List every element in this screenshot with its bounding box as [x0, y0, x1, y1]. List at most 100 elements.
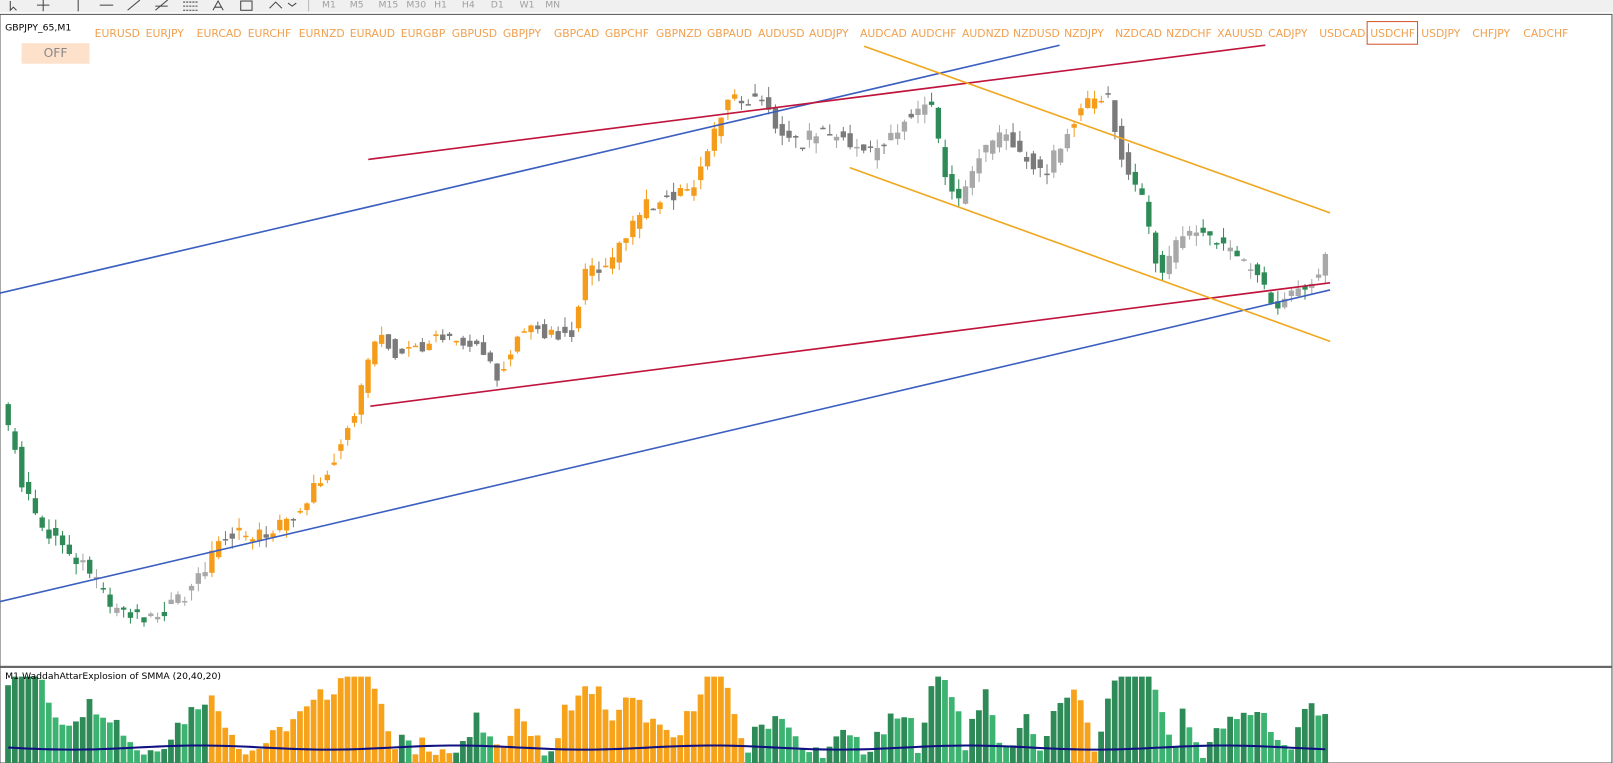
symbol-button[interactable]: AUDCHF — [911, 27, 956, 40]
histogram-bar — [724, 687, 731, 763]
histogram-bar — [677, 735, 684, 763]
symbol-button[interactable]: CHFJPY — [1472, 27, 1510, 40]
cursor-icon[interactable] — [9, 1, 17, 12]
histogram-bar — [378, 703, 385, 763]
histogram-bar — [575, 695, 582, 763]
symbol-button[interactable]: EURUSD — [95, 27, 140, 40]
candle-body — [1315, 274, 1322, 278]
histogram-bar — [364, 676, 371, 763]
histogram-bar — [493, 744, 500, 763]
candle-body — [270, 533, 276, 538]
symbol-button[interactable]: EURAUD — [350, 27, 395, 40]
candle-body — [419, 342, 426, 352]
timeframe-button[interactable]: H4 — [462, 0, 475, 11]
symbol-button[interactable]: XAUUSD — [1217, 27, 1263, 40]
symbol-button[interactable]: NZDJPY — [1064, 27, 1104, 40]
symbol-button[interactable]: EURJPY — [146, 27, 185, 40]
symbol-button[interactable]: GBPJPY — [503, 27, 542, 40]
symbol-button[interactable]: AUDUSD — [758, 27, 805, 40]
histogram-bar — [656, 724, 663, 763]
candle-body — [426, 343, 432, 351]
symbol-button[interactable]: EURCHF — [248, 27, 292, 40]
candle-body — [100, 588, 106, 590]
histogram-bar — [996, 742, 1003, 763]
histogram-bar — [1050, 711, 1057, 763]
timeframe-button[interactable]: M30 — [406, 0, 426, 11]
symbol-button[interactable]: GBPNZD — [656, 27, 702, 40]
active-symbol-frame — [1366, 21, 1419, 45]
symbol-button[interactable]: CADCHF — [1523, 27, 1568, 40]
histogram-bar — [1261, 712, 1267, 763]
arrows-icon[interactable] — [269, 1, 297, 9]
candle-body — [1078, 108, 1084, 116]
symbol-button[interactable]: AUDNZD — [962, 27, 1009, 40]
symbol-button[interactable]: NZDCHF — [1166, 27, 1212, 40]
histogram-bar — [589, 694, 595, 763]
candle-body — [1119, 125, 1125, 160]
symbol-button[interactable]: EURNZD — [299, 27, 345, 40]
histogram-bar — [684, 711, 690, 763]
symbol-button[interactable]: GBPUSD — [452, 27, 497, 40]
off-button[interactable] — [21, 43, 90, 64]
candle-body — [949, 174, 955, 192]
symbol-button[interactable]: CADJPY — [1268, 27, 1308, 40]
histogram-bar — [928, 686, 935, 763]
histogram-bar — [263, 743, 269, 763]
symbol-button[interactable]: AUDCAD — [860, 27, 907, 40]
candle-body — [19, 446, 25, 488]
symbol-button[interactable]: NZDUSD — [1013, 27, 1060, 40]
timeframe-button[interactable]: MN — [545, 0, 560, 11]
candle-body — [928, 101, 935, 105]
label-icon[interactable] — [240, 0, 253, 11]
histogram-bar — [772, 716, 779, 763]
timeframe-button[interactable]: M15 — [379, 0, 399, 11]
candle-body — [73, 557, 79, 565]
candle-body — [935, 107, 942, 139]
candle-body — [501, 369, 507, 371]
timeframe-button[interactable]: D1 — [491, 0, 504, 11]
symbol-button[interactable]: EURGBP — [401, 27, 446, 40]
histogram-bar — [541, 755, 548, 763]
timeframe-button[interactable]: M1 — [322, 0, 336, 11]
candle-body — [1023, 157, 1030, 162]
symbol-button[interactable]: USDCAD — [1319, 27, 1365, 40]
channel-icon[interactable] — [183, 1, 198, 11]
histogram-bar — [412, 754, 419, 763]
trendline-icon[interactable] — [127, 0, 141, 11]
candle-body — [1281, 298, 1288, 308]
histogram-bar — [1200, 757, 1206, 763]
candle-body — [1105, 93, 1111, 95]
symbol-button[interactable]: USDJPY — [1421, 27, 1460, 40]
symbol-button[interactable]: EURCAD — [197, 27, 242, 40]
histogram-bar — [527, 736, 534, 763]
histogram-bar — [269, 730, 276, 763]
histogram-bar — [317, 689, 324, 763]
candle-body — [467, 340, 473, 347]
symbol-button[interactable]: GBPCAD — [554, 27, 599, 40]
timeframe-button[interactable]: W1 — [519, 0, 534, 11]
fibo-icon[interactable] — [155, 0, 169, 11]
candle-body — [304, 503, 310, 510]
candle-body — [46, 529, 52, 539]
histogram-bar — [1098, 731, 1104, 763]
timeframe-button[interactable]: M5 — [350, 0, 364, 11]
crosshair-icon[interactable] — [37, 0, 50, 12]
candle-body — [874, 147, 880, 161]
timeframe-button[interactable]: H1 — [434, 0, 447, 11]
histogram-bar — [426, 751, 432, 763]
symbol-button[interactable]: USDCHF — [1370, 27, 1415, 40]
histogram-bar — [59, 724, 66, 763]
text-icon[interactable] — [212, 0, 224, 11]
candle-body — [677, 188, 684, 196]
candle-body — [1085, 98, 1091, 108]
histogram-bar — [188, 707, 195, 763]
symbol-button[interactable]: GBPCHF — [605, 27, 649, 40]
candle-body — [161, 612, 168, 617]
symbol-button[interactable]: AUDJPY — [809, 27, 849, 40]
off-button-label[interactable]: OFF — [44, 46, 68, 60]
symbol-button[interactable]: NZDCAD — [1115, 27, 1162, 40]
symbol-button[interactable]: GBPAUD — [707, 27, 752, 40]
candle-body — [1112, 100, 1118, 133]
